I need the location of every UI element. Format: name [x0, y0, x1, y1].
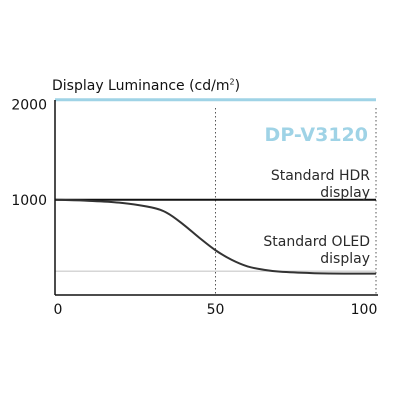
grid-lines — [215, 108, 377, 295]
x-tick-label: 100 — [351, 302, 378, 318]
series-label-standard-oled-1: display — [320, 251, 370, 267]
series-label-standard-hdr-1: display — [320, 185, 370, 201]
y-axis-label: Display Luminance (cd/m2) — [52, 77, 241, 94]
axes — [54, 100, 378, 296]
series-line-standard-oled-display — [54, 198, 377, 275]
series-lines — [54, 98, 377, 275]
y-tick-label: 2000 — [11, 98, 47, 114]
series-label-standard-hdr-0: Standard HDR — [271, 168, 370, 184]
tick-labels: 0 50 100 1000 2000 — [11, 98, 377, 318]
series-label-standard-oled-0: Standard OLED — [263, 234, 370, 250]
series-label-dp-v3120: DP-V3120 — [265, 124, 368, 146]
x-tick-label: 0 — [54, 302, 63, 318]
x-tick-label: 50 — [207, 302, 225, 318]
y-tick-label: 1000 — [11, 193, 47, 209]
